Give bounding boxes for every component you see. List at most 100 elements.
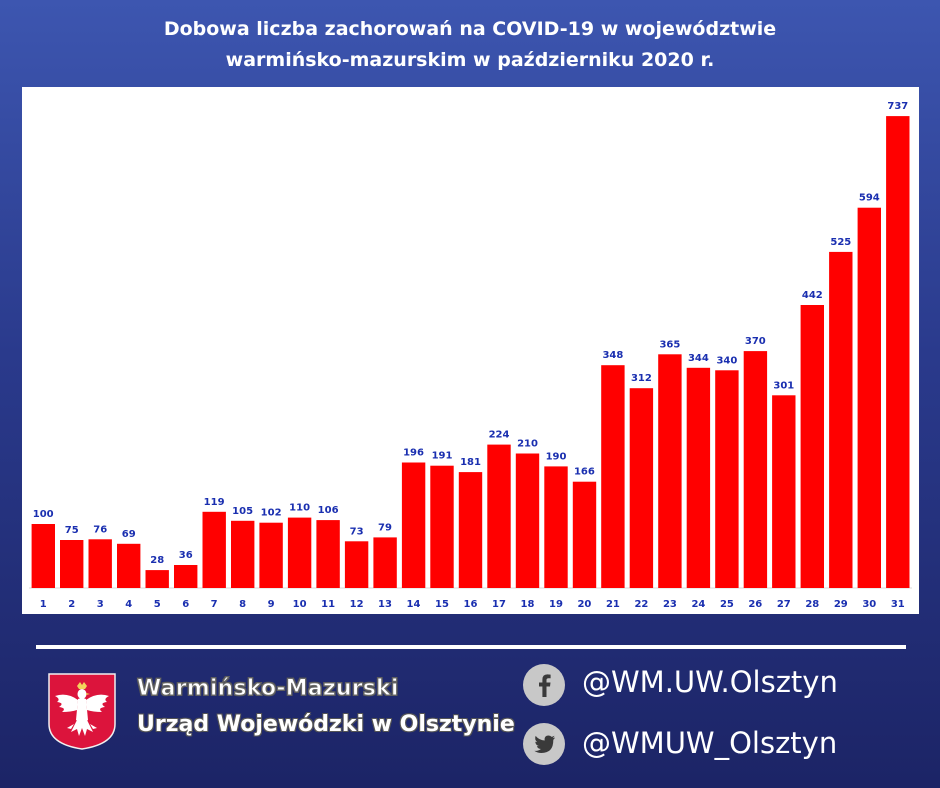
data-label-day-21: 348 [602,350,623,361]
x-tick-label-11: 11 [321,599,335,610]
data-label-day-17: 224 [489,430,510,441]
x-tick-label-12: 12 [350,599,364,610]
data-label-day-19: 190 [546,451,567,462]
bar-day-13 [373,537,397,588]
bar-day-17 [487,444,511,588]
x-tick-label-13: 13 [378,599,392,610]
bar-day-15 [430,465,454,588]
bar-day-3 [88,539,112,588]
facebook-handle[interactable]: @WM.UW.Olsztyn [582,665,838,699]
chart-title-line2: warmińsko-mazurskim w październiku 2020 … [225,49,715,71]
bar-chart: 100 1 75 2 76 3 69 4 28 5 36 6 119 7 105 8 102 9 110 10 106 1… [29,101,912,610]
data-label-day-5: 28 [150,555,164,566]
bar-day-29 [829,251,853,588]
data-label-day-7: 119 [204,497,225,508]
bar-day-1 [31,524,55,588]
divider-line [36,645,906,649]
x-tick-label-29: 29 [834,599,848,610]
x-tick-label-5: 5 [154,599,161,610]
x-tick-label-14: 14 [407,599,421,610]
data-label-day-4: 69 [122,529,136,540]
facebook-glyph [539,674,551,697]
data-label-day-11: 106 [318,505,339,516]
chart-title-line1: Dobowa liczba zachorowań na COVID-19 w w… [163,18,777,40]
x-tick-label-9: 9 [268,599,275,610]
bar-day-31 [886,116,910,588]
twitter-icon[interactable] [523,723,565,765]
x-tick-label-31: 31 [891,599,905,610]
x-tick-label-30: 30 [862,599,876,610]
bar-day-24 [686,367,711,588]
data-label-day-29: 525 [830,237,851,248]
data-label-day-18: 210 [517,439,538,450]
twitter-glyph [534,735,555,753]
bar-day-16 [458,472,483,588]
polish-eagle-emblem [48,673,116,750]
x-tick-label-24: 24 [691,599,705,610]
twitter-handle[interactable]: @WMUW_Olsztyn [582,726,838,760]
data-label-day-16: 181 [460,457,481,468]
facebook-icon[interactable] [523,664,565,706]
data-label-day-13: 79 [378,522,392,533]
bar-day-6 [174,565,198,588]
bar-day-8 [231,520,255,588]
bar-day-4 [117,543,141,588]
bar-day-10 [287,517,312,588]
data-label-day-12: 73 [350,526,364,537]
bar-day-7 [202,511,226,588]
data-label-day-14: 196 [403,448,424,459]
data-label-day-27: 301 [773,380,794,391]
x-tick-label-22: 22 [634,599,648,610]
bar-day-23 [658,354,682,588]
x-tick-label-25: 25 [720,599,734,610]
x-tick-label-8: 8 [239,599,246,610]
bar-day-26 [743,351,768,588]
bar-day-30 [857,207,881,588]
data-label-day-25: 340 [716,355,737,366]
data-label-day-30: 594 [859,193,880,204]
x-tick-label-20: 20 [577,599,591,610]
x-tick-label-17: 17 [492,599,506,610]
data-label-day-20: 166 [574,467,595,478]
x-tick-label-1: 1 [40,599,47,610]
bar-day-22 [629,388,654,588]
x-tick-label-18: 18 [521,599,535,610]
bar-day-27 [772,395,796,588]
data-label-day-31: 737 [887,101,908,112]
x-tick-label-21: 21 [606,599,620,610]
x-tick-label-2: 2 [68,599,75,610]
org-name-line2: Urząd Wojewódzki w Olsztynie [137,712,515,737]
x-tick-label-28: 28 [805,599,819,610]
chart-panel: 100 1 75 2 76 3 69 4 28 5 36 6 119 7 105 8 102 9 110 10 106 1… [22,87,919,614]
data-label-day-9: 102 [261,508,282,519]
data-label-day-10: 110 [289,503,310,514]
x-tick-label-10: 10 [293,599,307,610]
data-label-day-8: 105 [232,506,253,517]
data-label-day-1: 100 [33,509,54,520]
x-tick-label-26: 26 [748,599,762,610]
bar-day-5 [145,570,169,588]
bar-day-28 [800,305,824,588]
x-tick-label-3: 3 [97,599,104,610]
data-label-day-24: 344 [688,353,709,364]
x-tick-label-4: 4 [125,599,132,610]
x-tick-label-6: 6 [182,599,189,610]
chart-title: Dobowa liczba zachorowań na COVID-19 w w… [40,14,900,76]
data-label-day-28: 442 [802,290,823,301]
bar-day-14 [401,462,426,588]
bar-day-11 [316,520,340,588]
x-tick-label-19: 19 [549,599,563,610]
bar-day-19 [544,466,568,588]
org-name-line1: Warmińsko-Mazurski [137,676,399,702]
bar-day-18 [515,453,540,588]
bar-day-9 [259,522,283,588]
bar-day-2 [60,540,84,588]
data-label-day-15: 191 [432,451,453,462]
data-label-day-26: 370 [745,336,766,347]
data-label-day-2: 75 [65,525,79,536]
data-label-day-22: 312 [631,373,652,384]
x-tick-label-27: 27 [777,599,791,610]
data-label-day-23: 365 [659,339,680,350]
x-tick-label-7: 7 [211,599,218,610]
x-tick-label-15: 15 [435,599,449,610]
